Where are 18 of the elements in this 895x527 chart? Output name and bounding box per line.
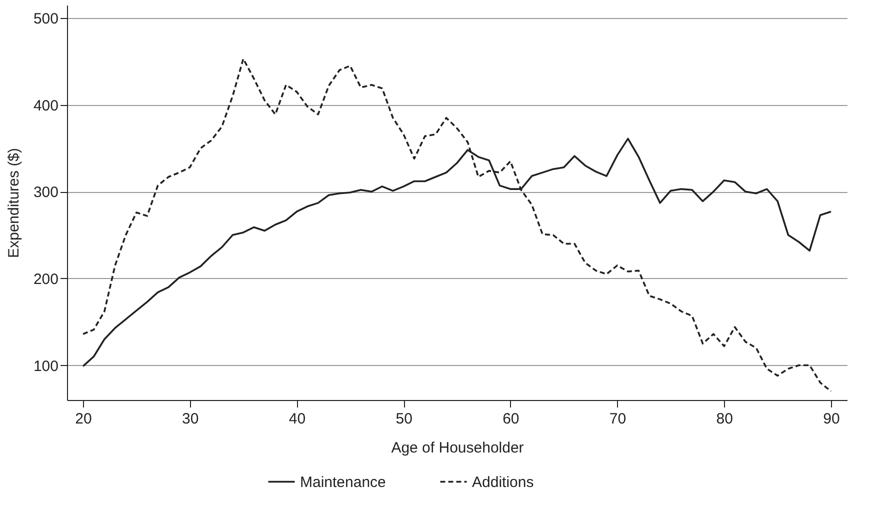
x-tick-label: 40 xyxy=(288,410,306,428)
legend-label: Additions xyxy=(472,474,534,491)
y-axis-title: Expenditures ($) xyxy=(5,148,22,258)
y-tick-label: 500 xyxy=(33,10,58,28)
x-tick-label: 80 xyxy=(716,410,733,428)
y-tick-label: 400 xyxy=(33,97,58,114)
x-tick-label: 20 xyxy=(75,410,92,428)
line-series xyxy=(82,58,832,392)
x-tick-label: 50 xyxy=(396,410,412,428)
x-tick-label: 70 xyxy=(609,410,626,428)
x-axis-title: Age of Householder xyxy=(391,440,524,456)
x-tick-label: 60 xyxy=(502,410,520,428)
y-tick-label: 100 xyxy=(33,358,58,375)
y-tick-label: 200 xyxy=(33,270,58,288)
legend-label: Maintenance xyxy=(300,474,386,491)
x-tick-label: 90 xyxy=(823,410,840,428)
y-tick-label: 300 xyxy=(33,184,58,202)
x-tick-label: 30 xyxy=(182,410,199,428)
